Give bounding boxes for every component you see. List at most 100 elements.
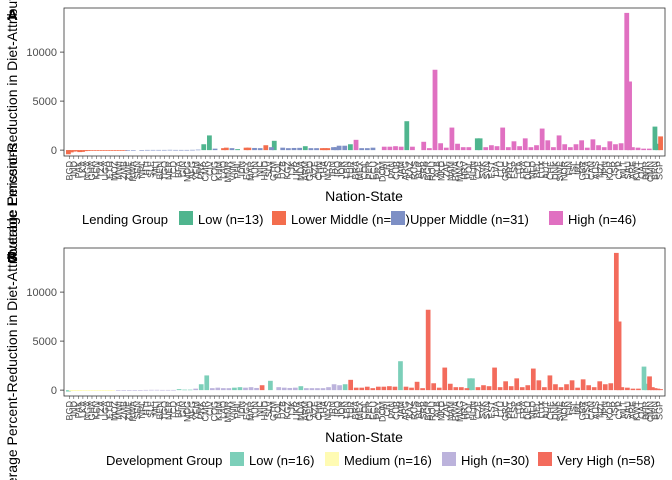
x-tick-label-a-37: PHL <box>232 161 242 179</box>
bars-b <box>66 252 663 392</box>
bar-a-s1-19 <box>119 150 125 151</box>
bar-a-s0-1 <box>201 144 207 151</box>
x-tick-label-a-12: ZMB <box>119 161 129 180</box>
x-tick-label-b-124: ARE <box>627 401 637 420</box>
bar-a-s0-6 <box>348 144 353 151</box>
bar-b-s3-47 <box>613 252 619 391</box>
bar-b-s3-13 <box>420 388 425 391</box>
x-tick-label-a-66: PER <box>364 161 374 180</box>
x-tick-label-a-18: SLE <box>146 161 156 178</box>
bar-a-s3-32 <box>579 140 585 151</box>
x-tick-label-a-124: ARE <box>627 161 637 180</box>
bar-b-s2-2 <box>126 390 132 391</box>
bar-a-s1-6 <box>82 150 88 152</box>
x-tick-label-b-64: MEX <box>355 401 365 421</box>
bar-b-s2-15 <box>226 388 232 391</box>
x-tick-label-b-11: MWI <box>114 401 124 420</box>
bar-b-s3-11 <box>409 387 414 391</box>
bar-a-s0-5 <box>302 146 308 151</box>
x-tick-label-b-8: UGA <box>101 401 111 421</box>
x-tick-label-b-122: MLT <box>618 401 628 419</box>
bar-a-s2-0 <box>125 150 131 151</box>
bar-a-s2-23 <box>314 148 319 151</box>
y-tick-label-b-1: 5000 <box>33 336 57 348</box>
bar-b-s3-5 <box>370 388 376 391</box>
bars-a <box>66 12 663 155</box>
x-tick-label-a-111: ISL <box>568 161 578 175</box>
x-tick-label-b-16: NPL <box>137 401 147 419</box>
bar-b-s3-37 <box>558 387 564 391</box>
legend-label-a-1: Lower Middle (n=30) <box>291 212 410 227</box>
bar-b-s3-57 <box>658 389 663 391</box>
bar-b-s3-38 <box>564 384 569 391</box>
x-tick-label-a-98: ESP <box>509 161 519 179</box>
bar-b-s1-10 <box>96 390 102 391</box>
x-tick-label-a-14: RWA <box>128 161 138 182</box>
x-tick-label-a-60: JOR <box>337 160 347 179</box>
x-tick-label-a-2: PAK <box>73 161 83 178</box>
bar-b-s3-28 <box>508 386 514 391</box>
x-axis-label-b: Nation-State <box>325 429 403 445</box>
bar-b-s1-12 <box>102 390 107 391</box>
bar-a-s3-1 <box>381 146 387 151</box>
x-tick-label-b-46: BOL <box>273 401 283 419</box>
x-tick-label-a-1: IND <box>69 161 79 177</box>
bar-a-s3-26 <box>545 140 551 151</box>
bar-b-s3-44 <box>597 381 603 391</box>
bar-b-s1-4 <box>79 390 85 391</box>
x-tick-label-b-22: NER <box>164 401 174 421</box>
bar-b-s1-1 <box>71 390 77 391</box>
x-tick-label-a-36: VNM <box>228 161 238 181</box>
x-tick-label-a-78: SRB <box>419 161 429 180</box>
bar-b-s3-23 <box>481 385 486 391</box>
bar-b-s3-22 <box>475 387 481 391</box>
x-tick-label-a-56: THA <box>319 161 329 179</box>
x-tick-label-a-84: NAM <box>446 161 456 181</box>
bar-a-s1-4 <box>77 150 83 153</box>
x-tick-label-a-120: ISR <box>609 161 619 177</box>
x-tick-label-b-60: JOR <box>337 400 347 419</box>
x-tick-label-a-93: EST <box>487 161 497 179</box>
bar-a-s3-2 <box>387 146 393 151</box>
x-tick-label-a-23: TCD <box>169 161 179 180</box>
x-tick-label-b-77: BLR <box>414 401 424 419</box>
bar-a-s3-23 <box>528 147 534 151</box>
x-tick-label-a-81: ALB <box>432 161 442 178</box>
x-tick-label-b-104: LUX <box>537 401 547 419</box>
x-tick-label-a-38: IDN <box>237 161 247 177</box>
chart-panel-a: 0 5000 10000 BGDINDPAKLKANGAGHAKENTZAUGA… <box>4 0 666 261</box>
x-tick-label-b-73: JAM <box>396 401 406 419</box>
x-tick-label-b-121: CYP <box>614 401 624 420</box>
x-tick-label-a-130: SGP <box>655 161 665 180</box>
bar-b-s3-46 <box>608 383 614 391</box>
x-tick-label-a-92: SVN <box>482 161 492 180</box>
x-tick-label-b-13: ZWE <box>123 401 133 421</box>
bar-b-s3-36 <box>553 384 558 391</box>
x-tick-label-a-29: PRK <box>196 161 206 180</box>
x-tick-label-a-7: TZA <box>96 161 106 178</box>
x-tick-label-b-130: SGP <box>655 401 665 420</box>
x-tick-label-b-37: PHL <box>232 401 242 419</box>
bar-b-s2-4 <box>137 390 143 391</box>
bar-a-s3-25 <box>539 128 545 151</box>
bar-b-s1-11 <box>99 390 104 391</box>
x-tick-label-b-27: AFG <box>187 401 197 420</box>
x-tick-label-a-47: UZB <box>278 161 288 179</box>
x-tick-label-a-102: NLD <box>528 161 538 180</box>
x-tick-label-b-103: BEL <box>532 401 542 418</box>
x-tick-label-b-75: KAZ <box>405 401 415 419</box>
bar-a-s3-9 <box>438 143 444 151</box>
x-tick-label-a-52: ARM <box>300 161 310 181</box>
bar-b-s0-4 <box>237 387 243 391</box>
bar-a-s2-27 <box>342 145 348 151</box>
bar-b-s3-42 <box>586 385 592 391</box>
legend-label-a-3: High (n=46) <box>568 212 636 227</box>
x-tick-label-b-19: MLI <box>151 401 161 416</box>
bar-a-s3-36 <box>601 147 607 151</box>
bar-a-s3-24 <box>534 145 539 151</box>
x-tick-label-b-36: VNM <box>228 401 238 421</box>
x-axis-ticks-a: BGDINDPAKLKANGAGHAKENTZAUGAETHMOZMWIZMBZ… <box>64 156 665 183</box>
legend-b: Development Group Low (n=16) Medium (n=1… <box>106 452 655 468</box>
bar-b-s0-13 <box>176 389 182 391</box>
legend-key-b-3 <box>538 452 552 466</box>
